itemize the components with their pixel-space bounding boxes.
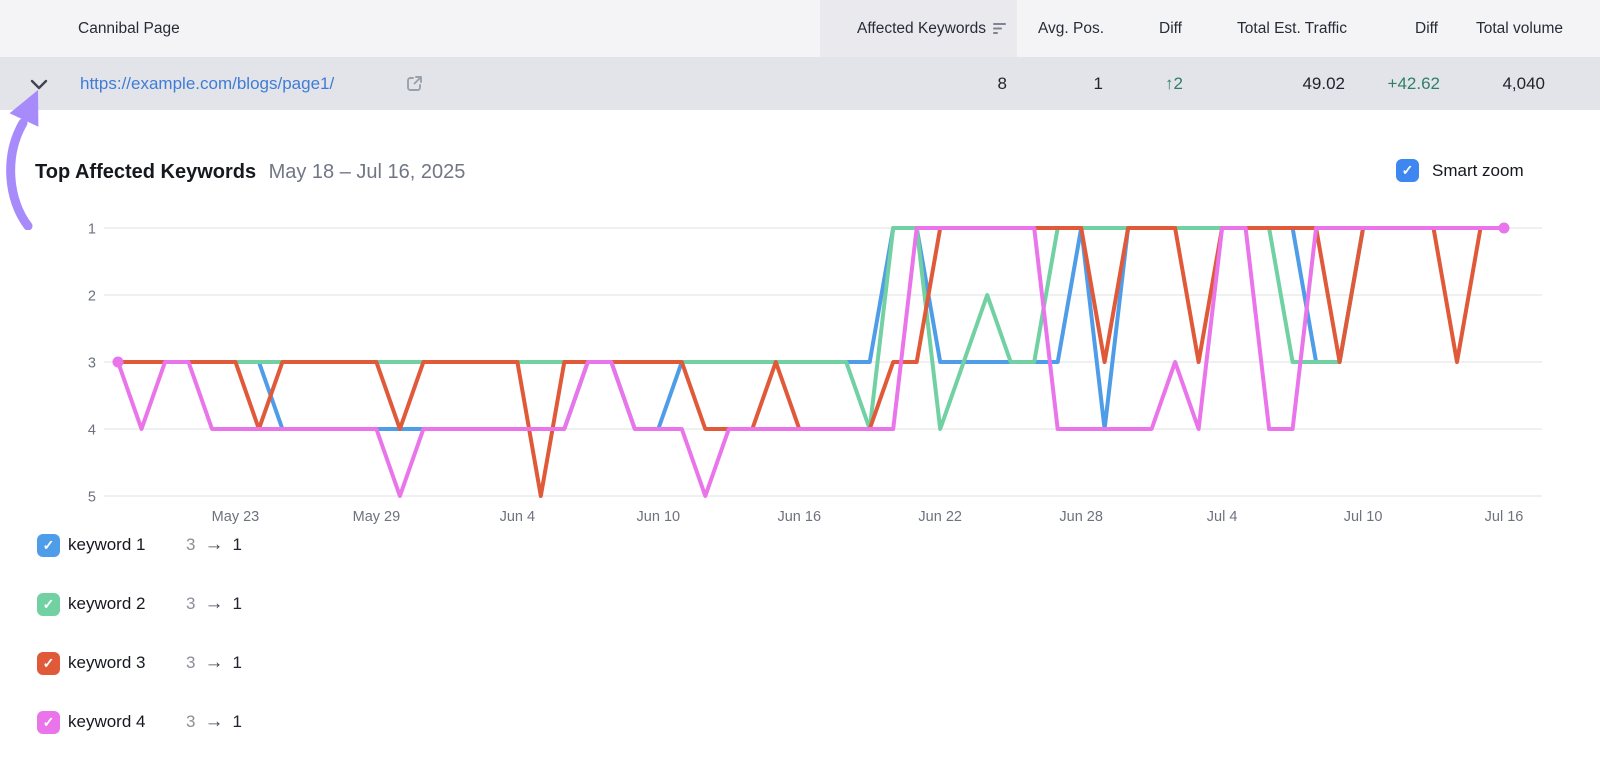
series-line-keyword-4 — [116, 226, 1506, 498]
series-endpoint-dot-keyword-4 — [112, 356, 124, 368]
x-axis-label: May 29 — [353, 509, 401, 525]
x-axis-label: Jul 10 — [1344, 509, 1383, 525]
column-diff-pos: Diff — [1159, 20, 1182, 37]
position-from: 3 — [186, 594, 196, 613]
change-arrow-icon: → — [204, 711, 224, 732]
expand-row-button[interactable] — [30, 77, 52, 92]
x-axis-label: Jun 28 — [1059, 509, 1103, 525]
legend-item-keyword-4: ✓ keyword 4 3 → 1 — [37, 710, 497, 734]
legend-item-keyword-1: ✓ keyword 1 3 → 1 — [37, 533, 497, 557]
legend-checkbox-keyword-3[interactable]: ✓ — [37, 651, 60, 675]
smart-zoom-label: Smart zoom — [1432, 161, 1524, 180]
legend-label-keyword-3: keyword 3 — [68, 653, 146, 672]
chart-date-range: May 18 – Jul 16, 2025 — [268, 161, 466, 183]
table-header: Cannibal Page Affected Keywords Avg. Pos… — [0, 0, 1600, 57]
legend-label-keyword-4: keyword 4 — [68, 712, 146, 731]
position-to: 1 — [232, 594, 242, 613]
y-axis-label: 5 — [88, 490, 96, 506]
external-link-icon[interactable] — [405, 74, 424, 93]
cell-total-volume: 4,040 — [1502, 74, 1545, 93]
cell-affected-keywords: 8 — [997, 74, 1007, 93]
x-axis-label: May 23 — [212, 509, 260, 525]
legend-label-keyword-1: keyword 1 — [68, 535, 146, 554]
chart-header: Top Affected Keywords May 18 – Jul 16, 2… — [35, 159, 465, 186]
x-axis-label: Jun 10 — [637, 509, 681, 525]
position-from: 3 — [186, 653, 196, 672]
y-axis-label: 3 — [88, 356, 96, 372]
cell-diff-traffic: +42.62 — [1387, 74, 1440, 93]
column-affected-keywords[interactable]: Affected Keywords — [820, 0, 1017, 57]
legend-item-keyword-2: ✓ keyword 2 3 → 1 — [37, 592, 497, 616]
column-avg-pos: Avg. Pos. — [1037, 20, 1104, 37]
y-axis-label: 2 — [88, 289, 96, 305]
position-from: 3 — [186, 712, 196, 731]
series-endpoint-dot-keyword-4 — [1498, 222, 1510, 234]
cell-total-est-traffic: 49.02 — [1302, 74, 1345, 93]
column-total-est-traffic: Total Est. Traffic — [1237, 20, 1347, 37]
position-to: 1 — [232, 653, 242, 672]
annotation-arrow — [6, 90, 39, 230]
smart-zoom-checkbox[interactable]: ✓ — [1396, 159, 1419, 182]
position-to: 1 — [232, 712, 242, 731]
legend-checkbox-keyword-1[interactable]: ✓ — [37, 533, 60, 557]
legend-item-keyword-3: ✓ keyword 3 3 → 1 — [37, 651, 497, 675]
change-arrow-icon: → — [204, 534, 224, 555]
x-axis-label: Jun 16 — [777, 509, 821, 525]
cell-diff-pos: ↑2 — [1165, 74, 1183, 93]
change-arrow-icon: → — [204, 593, 224, 614]
legend-label-keyword-2: keyword 2 — [68, 594, 146, 613]
y-axis-label: 4 — [88, 423, 96, 439]
y-axis-label: 1 — [88, 222, 96, 238]
column-total-volume: Total volume — [1475, 20, 1563, 37]
page-url-link[interactable]: https://example.com/blogs/page1/ — [80, 74, 335, 93]
x-axis-label: Jun 22 — [918, 509, 962, 525]
position-to: 1 — [232, 535, 242, 554]
position-from: 3 — [186, 535, 196, 554]
sort-icon — [993, 23, 1006, 34]
chart-title: Top Affected Keywords — [35, 161, 257, 183]
cannibal-page-row: https://example.com/blogs/page1/ 8 1 ↑2 … — [0, 57, 1600, 110]
x-axis-label: Jul 16 — [1485, 509, 1524, 525]
change-arrow-icon: → — [204, 652, 224, 673]
legend-checkbox-keyword-2[interactable]: ✓ — [37, 592, 60, 616]
legend-checkbox-keyword-4[interactable]: ✓ — [37, 710, 60, 734]
column-diff-traffic: Diff — [1415, 20, 1438, 37]
chevron-down-icon — [30, 79, 48, 90]
x-axis-label: Jun 4 — [500, 509, 535, 525]
legend: ✓ keyword 1 3 → 1 ✓ keyword 2 3 → 1 ✓ keyword 3 3 → 1 ✓… — [37, 533, 497, 769]
x-axis-label: Jul 4 — [1207, 509, 1238, 525]
positions-chart: 1 2 3 4 5 May 23 May 29 Jun 4 Jun 10 Jun 16 Jun 22… — [88, 222, 1542, 525]
cell-avg-pos: 1 — [1093, 74, 1103, 93]
column-cannibal-page: Cannibal Page — [78, 20, 180, 37]
